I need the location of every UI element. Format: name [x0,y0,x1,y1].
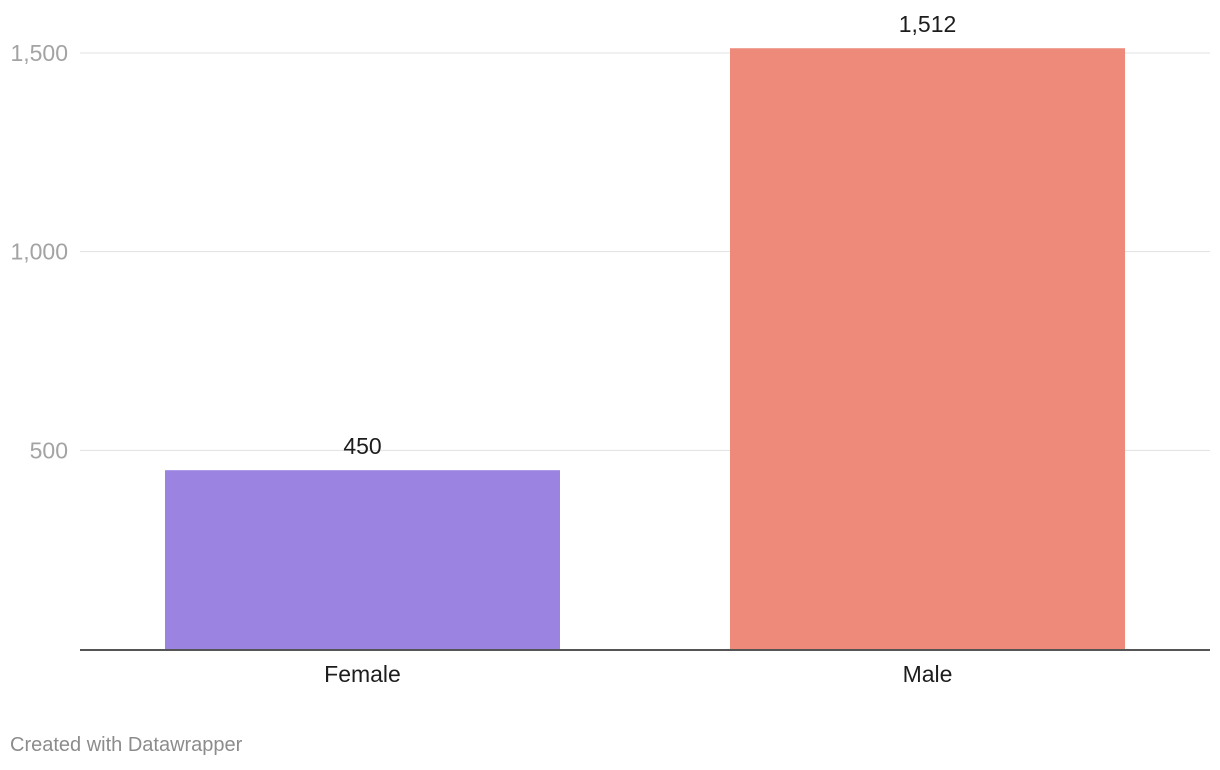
y-tick-label: 1,000 [10,239,68,265]
x-tick-label: Male [903,661,953,687]
value-labels: 450 1,512 [343,11,956,459]
value-label: 1,512 [899,11,957,37]
bar-female [165,470,560,649]
x-tick-label: Female [324,661,401,687]
x-axis-tick-labels: Female Male [324,661,952,687]
bars [165,48,1125,650]
datawrapper-credit: Created with Datawrapper [10,734,243,756]
bar-male [730,48,1125,650]
y-tick-label: 1,500 [10,40,68,66]
value-label: 450 [343,433,381,459]
y-tick-label: 500 [30,437,68,463]
y-axis-tick-labels: 500 1,000 1,500 [10,40,68,463]
